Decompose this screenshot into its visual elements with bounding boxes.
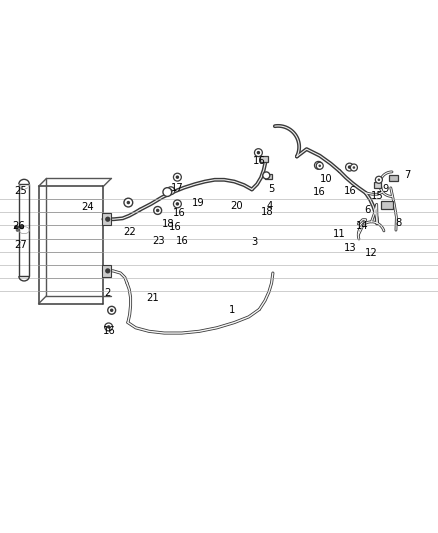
Text: 15: 15 xyxy=(371,191,384,201)
Bar xyxy=(260,156,268,161)
Bar xyxy=(102,265,111,277)
Text: 16: 16 xyxy=(103,326,116,336)
Circle shape xyxy=(167,187,175,195)
Text: 4: 4 xyxy=(266,201,272,211)
Circle shape xyxy=(127,201,130,204)
Text: 12: 12 xyxy=(365,248,378,259)
Bar xyxy=(265,174,272,179)
Circle shape xyxy=(378,179,380,181)
Text: 16: 16 xyxy=(313,187,326,197)
Circle shape xyxy=(254,149,262,157)
Circle shape xyxy=(173,173,181,181)
Circle shape xyxy=(154,206,162,214)
Circle shape xyxy=(375,176,382,183)
Circle shape xyxy=(163,188,172,197)
Circle shape xyxy=(316,162,323,169)
Circle shape xyxy=(124,198,133,207)
Circle shape xyxy=(173,200,181,208)
Circle shape xyxy=(108,306,116,314)
Circle shape xyxy=(353,166,355,169)
Text: 16: 16 xyxy=(344,186,357,196)
Circle shape xyxy=(14,225,18,229)
Text: 6: 6 xyxy=(365,205,371,215)
Text: 13: 13 xyxy=(344,243,357,253)
Text: 16: 16 xyxy=(175,236,188,246)
Text: 24: 24 xyxy=(81,203,94,212)
Bar xyxy=(19,184,29,276)
Circle shape xyxy=(176,202,179,206)
Text: 18: 18 xyxy=(162,219,175,229)
Circle shape xyxy=(346,163,353,171)
Text: 2: 2 xyxy=(104,288,110,298)
Bar xyxy=(381,201,393,209)
Circle shape xyxy=(176,175,179,179)
Text: 21: 21 xyxy=(146,293,159,303)
Text: 7: 7 xyxy=(404,169,410,180)
Circle shape xyxy=(257,151,260,155)
Text: 8: 8 xyxy=(396,217,402,228)
Text: 19: 19 xyxy=(191,198,205,208)
Text: 23: 23 xyxy=(152,236,165,246)
Circle shape xyxy=(317,164,320,167)
Text: 20: 20 xyxy=(230,201,243,211)
Circle shape xyxy=(263,172,270,179)
Circle shape xyxy=(105,323,113,331)
Circle shape xyxy=(105,216,110,222)
Text: 17: 17 xyxy=(171,183,184,192)
Circle shape xyxy=(107,325,110,329)
Bar xyxy=(389,175,398,181)
Circle shape xyxy=(169,189,173,192)
Circle shape xyxy=(314,161,322,169)
Text: 1: 1 xyxy=(229,305,235,316)
Text: 16: 16 xyxy=(169,222,182,232)
Text: 10: 10 xyxy=(320,174,332,184)
Text: 5: 5 xyxy=(268,183,275,193)
Text: 16: 16 xyxy=(253,156,266,166)
Circle shape xyxy=(20,225,24,229)
Circle shape xyxy=(348,165,351,169)
Bar xyxy=(102,213,111,225)
Circle shape xyxy=(110,309,113,312)
Text: 11: 11 xyxy=(333,229,346,239)
Circle shape xyxy=(16,229,19,232)
Text: 9: 9 xyxy=(382,183,389,193)
Text: 3: 3 xyxy=(251,237,257,247)
Circle shape xyxy=(350,164,357,171)
Text: 18: 18 xyxy=(261,207,273,217)
Text: 27: 27 xyxy=(14,240,28,251)
Text: 25: 25 xyxy=(14,186,28,196)
Text: 14: 14 xyxy=(357,221,369,231)
Circle shape xyxy=(318,165,321,167)
Circle shape xyxy=(156,209,159,212)
Bar xyxy=(374,182,381,188)
Text: 22: 22 xyxy=(123,228,136,237)
Text: 16: 16 xyxy=(173,208,186,218)
Text: 26: 26 xyxy=(12,221,25,231)
Circle shape xyxy=(105,268,110,273)
